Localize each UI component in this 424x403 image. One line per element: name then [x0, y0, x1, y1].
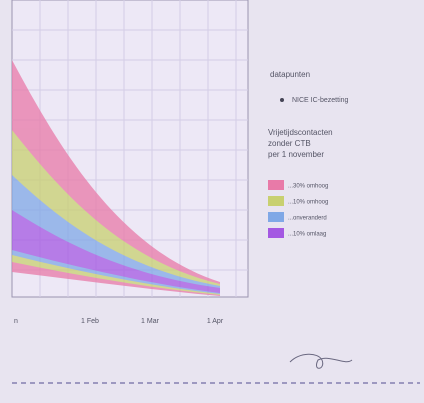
x-tick-label: 1 Apr: [207, 318, 224, 325]
slide: n 1 Feb 1 Mar 1 Apr datapunten NICE IC-b…: [0, 0, 424, 403]
legend-title: zonder CTB: [268, 139, 311, 148]
legend-marker: [280, 98, 284, 102]
page: n 1 Feb 1 Mar 1 Apr datapunten NICE IC-b…: [0, 0, 424, 403]
legend-swatch: [268, 180, 284, 190]
legend-title: Vrijetijdscontacten: [268, 128, 333, 137]
x-tick-label: n: [14, 318, 18, 325]
x-tick-label: 1 Feb: [81, 318, 99, 325]
legend-title: datapunten: [270, 70, 310, 79]
legend-label: ...30% omhoog: [288, 184, 328, 190]
legend-swatch: [268, 228, 284, 238]
legend-label: ...onveranderd: [288, 216, 327, 222]
legend-swatch: [268, 212, 284, 222]
legend-label: ...10% omhoog: [288, 200, 328, 206]
x-tick-label: 1 Mar: [141, 318, 160, 325]
legend-title: per 1 november: [268, 150, 324, 159]
legend-swatch: [268, 196, 284, 206]
legend-label: ...10% omlaag: [288, 232, 326, 238]
legend-label: NICE IC-bezetting: [292, 97, 349, 104]
